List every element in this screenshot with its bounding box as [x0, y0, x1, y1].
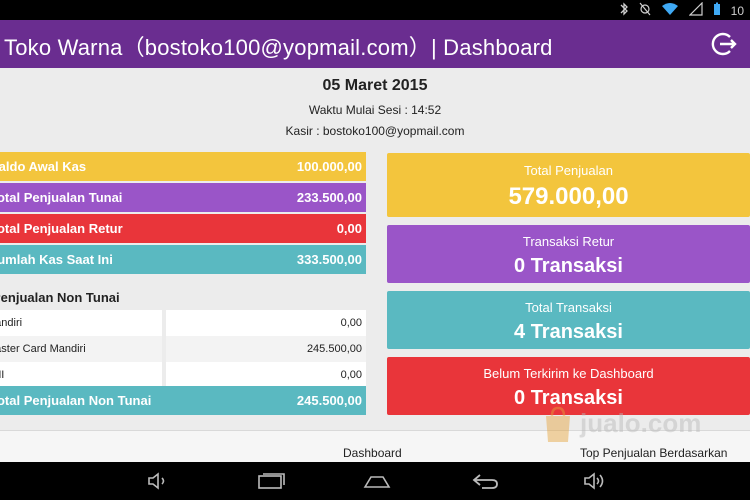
non-tunai-total-value: 245.500,00 — [166, 386, 366, 415]
cash-row-saldo-awal: Saldo Awal Kas 100.000,00 — [0, 152, 366, 181]
cash-label: Saldo Awal Kas — [0, 159, 87, 174]
card-title: Total Penjualan — [524, 163, 613, 178]
recent-apps-button[interactable] — [256, 471, 286, 491]
volume-down-button[interactable] — [145, 471, 171, 491]
non-tunai-row: BNI 0,00 — [0, 362, 366, 388]
dashboard-content: 05 Maret 2015 Waktu Mulai Sesi : 14:52 K… — [0, 68, 750, 462]
non-tunai-row: Mandiri 0,00 — [0, 310, 366, 336]
watermark-text: jualo.com — [580, 408, 702, 438]
tab-top-penjualan[interactable]: Top Penjualan Berdasarkan — [580, 446, 728, 460]
clock-text: 10 — [730, 3, 744, 18]
no-alarm-icon — [639, 2, 651, 19]
home-icon — [363, 476, 391, 488]
non-tunai-value: 0,00 — [166, 362, 366, 388]
non-tunai-label: Mandiri — [0, 310, 162, 336]
non-tunai-label: BNI — [0, 362, 162, 388]
card-total-penjualan: Total Penjualan 579.000,00 — [387, 153, 750, 217]
cash-value: 233.500,00 — [166, 183, 366, 212]
tab-dashboard[interactable]: Dashboard — [343, 446, 402, 460]
volume-up-button[interactable] — [582, 471, 608, 491]
session-start-time: Waktu Mulai Sesi : 14:52 — [308, 103, 442, 117]
card-title: Belum Terkirim ke Dashboard — [483, 366, 654, 381]
cash-label: Total Penjualan Tunai — [0, 190, 123, 205]
navigation-bar — [0, 462, 750, 500]
card-total-transaksi: Total Transaksi 4 Transaksi — [387, 291, 750, 349]
logout-button[interactable] — [710, 30, 738, 58]
cash-value: 333.500,00 — [166, 245, 366, 274]
non-tunai-title: Penjualan Non Tunai — [0, 290, 120, 305]
card-title: Total Transaksi — [525, 300, 612, 315]
recent-apps-icon — [258, 473, 285, 489]
battery-icon — [713, 2, 721, 19]
card-value: 0 Transaksi — [514, 255, 623, 277]
bottom-tabs: Dashboard Top Penjualan Berdasarkan — [0, 430, 750, 462]
non-tunai-total-label: Total Penjualan Non Tunai — [0, 393, 152, 408]
wifi-icon — [661, 2, 679, 19]
logout-icon — [711, 32, 737, 56]
bag-icon — [546, 406, 570, 442]
home-button[interactable] — [362, 471, 392, 491]
card-value: 579.000,00 — [508, 183, 629, 210]
back-icon — [472, 474, 498, 489]
card-value: 0 Transaksi — [514, 387, 623, 409]
non-tunai-row: Master Card Mandiri 245.500,00 — [0, 336, 366, 362]
card-title: Transaksi Retur — [522, 234, 615, 249]
card-value: 4 Transaksi — [514, 321, 623, 343]
cash-row-jumlah-kas: Jumlah Kas Saat Ini 333.500,00 — [0, 245, 366, 274]
back-button[interactable] — [470, 471, 500, 491]
volume-down-icon — [148, 472, 165, 490]
signal-icon — [688, 1, 703, 19]
cash-value: 100.000,00 — [166, 152, 366, 181]
session-cashier: Kasir : bostoko100@yopmail.com — [285, 124, 465, 138]
non-tunai-value: 0,00 — [166, 310, 366, 336]
page-title: Toko Warna（bostoko100@yopmail.com）| Dash… — [4, 35, 553, 60]
card-transaksi-retur: Transaksi Retur 0 Transaksi — [387, 225, 750, 283]
cash-row-penjualan-tunai: Total Penjualan Tunai 233.500,00 — [0, 183, 366, 212]
volume-up-icon — [584, 472, 604, 490]
non-tunai-label: Master Card Mandiri — [0, 336, 162, 362]
status-bar: 10 — [0, 0, 750, 20]
session-date: 05 Maret 2015 — [322, 77, 428, 94]
card-belum-terkirim: Belum Terkirim ke Dashboard 0 Transaksi — [387, 357, 750, 415]
cash-label: Total Penjualan Retur — [0, 221, 123, 236]
non-tunai-value: 245.500,00 — [166, 336, 366, 362]
bluetooth-icon — [619, 2, 629, 19]
cash-value: 0,00 — [166, 214, 366, 243]
app-bar: Toko Warna（bostoko100@yopmail.com）| Dash… — [0, 20, 750, 68]
cash-label: Jumlah Kas Saat Ini — [0, 252, 113, 267]
cash-row-penjualan-retur: Total Penjualan Retur 0,00 — [0, 214, 366, 243]
non-tunai-total-row: Total Penjualan Non Tunai 245.500,00 — [0, 386, 366, 415]
jualo-watermark: jualo.com — [540, 406, 750, 446]
